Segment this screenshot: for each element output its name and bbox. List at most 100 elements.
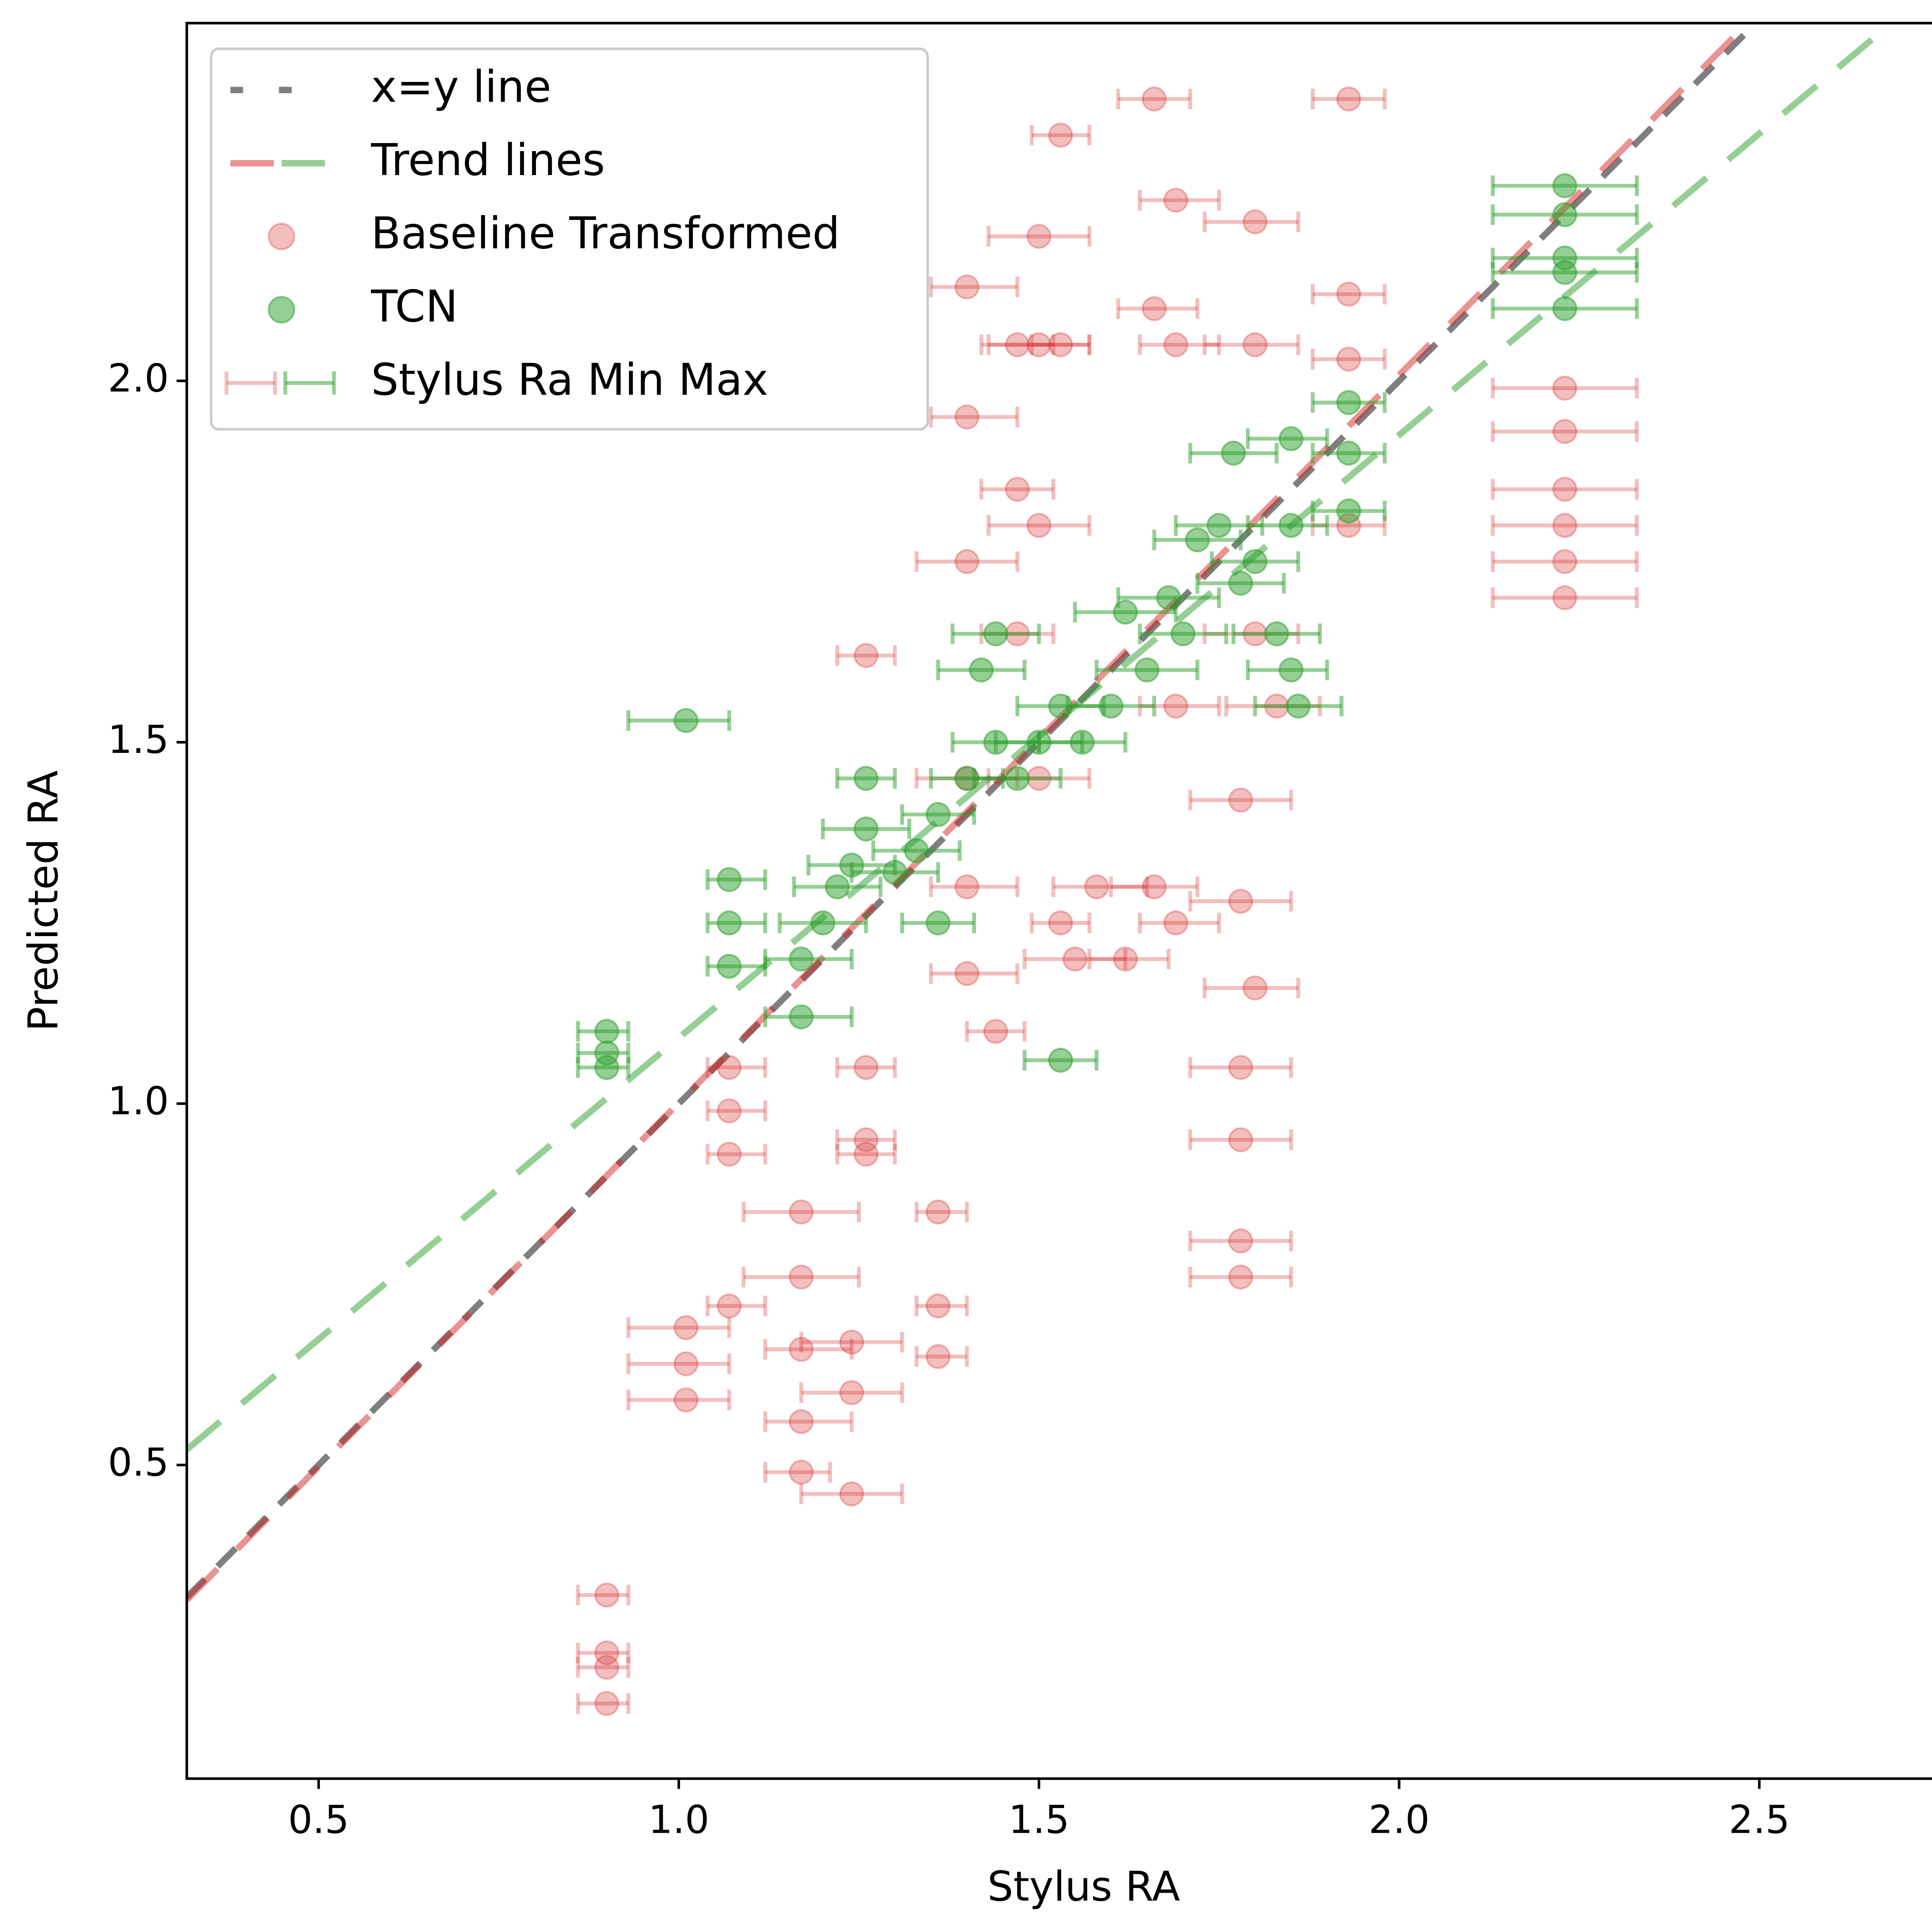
error-bar: [1188, 1267, 1293, 1287]
y-tick-label: 2.0: [108, 356, 169, 401]
point: [1084, 874, 1109, 899]
point: [594, 1582, 619, 1608]
point: [954, 274, 980, 300]
point: [854, 1055, 879, 1080]
error-bar: [1491, 515, 1639, 536]
point: [594, 1655, 619, 1680]
point: [1026, 730, 1052, 755]
error-bar: [1202, 334, 1300, 355]
error-bar: [1188, 891, 1293, 912]
error-bar: [1188, 790, 1293, 810]
point: [1048, 332, 1073, 358]
point: [789, 1337, 814, 1362]
error-bar: [706, 1100, 767, 1121]
legend-label: Stylus Ra Min Max: [371, 354, 768, 405]
error-bar: [576, 1657, 631, 1678]
point: [1228, 1127, 1253, 1153]
x-tick-label: 2.5: [1729, 1798, 1790, 1842]
legend-label: x=y line: [371, 61, 551, 112]
point: [1279, 426, 1304, 451]
point: [854, 643, 879, 668]
x-axis-label: Stylus RA: [987, 1863, 1180, 1910]
point: [1048, 123, 1073, 148]
x-tick-label: 1.5: [1009, 1798, 1070, 1842]
point: [673, 1387, 699, 1413]
point: [925, 910, 951, 936]
error-bar: [763, 1339, 854, 1360]
y-tick-label: 0.5: [108, 1440, 169, 1485]
point: [594, 1019, 619, 1044]
error-bar: [626, 1389, 731, 1410]
point: [1113, 599, 1138, 625]
point: [1228, 889, 1253, 914]
error-bar: [986, 515, 1092, 536]
error-bar: [835, 1144, 897, 1165]
error-bar: [979, 334, 1056, 355]
point: [1185, 527, 1210, 553]
point: [1552, 477, 1577, 502]
error-bar: [1311, 349, 1387, 369]
point: [1336, 86, 1361, 112]
error-bar: [706, 1296, 767, 1316]
legend: x=y line Trend lines Baseline Transformed T…: [210, 48, 929, 431]
point: [1552, 375, 1577, 401]
error-bar: [914, 1202, 969, 1222]
error-bar: [1188, 1231, 1293, 1251]
point: [825, 874, 850, 899]
series: [576, 173, 1639, 1080]
point: [1228, 1264, 1253, 1290]
error-bar: [914, 1296, 969, 1316]
point: [716, 1293, 742, 1319]
error-bar: [929, 963, 1019, 984]
error-bar: [1311, 284, 1387, 305]
error-bar: [1202, 211, 1300, 232]
legend-frame: [210, 48, 929, 431]
point: [1005, 332, 1030, 358]
point: [969, 657, 994, 683]
error-bar: [1188, 1057, 1293, 1078]
error-bar: [986, 334, 1092, 355]
error-bar: [965, 1021, 1027, 1042]
point: [1228, 1228, 1253, 1254]
point: [1206, 513, 1232, 538]
legend-label: Baseline Transformed: [371, 208, 840, 259]
error-bar: [1109, 876, 1199, 897]
point: [1048, 1047, 1073, 1073]
x-tick-label: 0.5: [288, 1798, 349, 1842]
error-bar: [1491, 551, 1639, 572]
point: [789, 1459, 814, 1485]
point: [1026, 224, 1052, 249]
error-bar: [576, 1585, 631, 1606]
point: [1005, 477, 1030, 502]
error-bar: [1491, 421, 1639, 442]
point: [1336, 281, 1361, 307]
point: [789, 1264, 814, 1290]
point: [1113, 947, 1138, 972]
point: [983, 621, 1009, 647]
point: [1141, 86, 1167, 112]
point: [1156, 585, 1181, 610]
point: [904, 838, 929, 863]
x-tick-label: 1.0: [648, 1798, 709, 1842]
error-bar: [835, 1129, 897, 1150]
error-bar: [1138, 334, 1221, 355]
point: [839, 1481, 864, 1507]
point: [1163, 187, 1189, 213]
point: [716, 953, 742, 979]
error-bar: [929, 876, 1019, 897]
x-tick-label: 2.0: [1369, 1798, 1430, 1842]
reference-line: [187, 23, 1896, 1452]
point: [1552, 260, 1577, 285]
point: [983, 1019, 1009, 1044]
point: [925, 1293, 951, 1319]
error-bar: [799, 1331, 904, 1353]
point: [1552, 202, 1577, 227]
point: [594, 1055, 619, 1080]
error-bar: [986, 226, 1092, 247]
point: [1098, 693, 1124, 719]
error-bar: [1138, 190, 1221, 211]
error-bar: [576, 1642, 631, 1663]
point: [1228, 570, 1253, 596]
point: [1242, 209, 1268, 235]
